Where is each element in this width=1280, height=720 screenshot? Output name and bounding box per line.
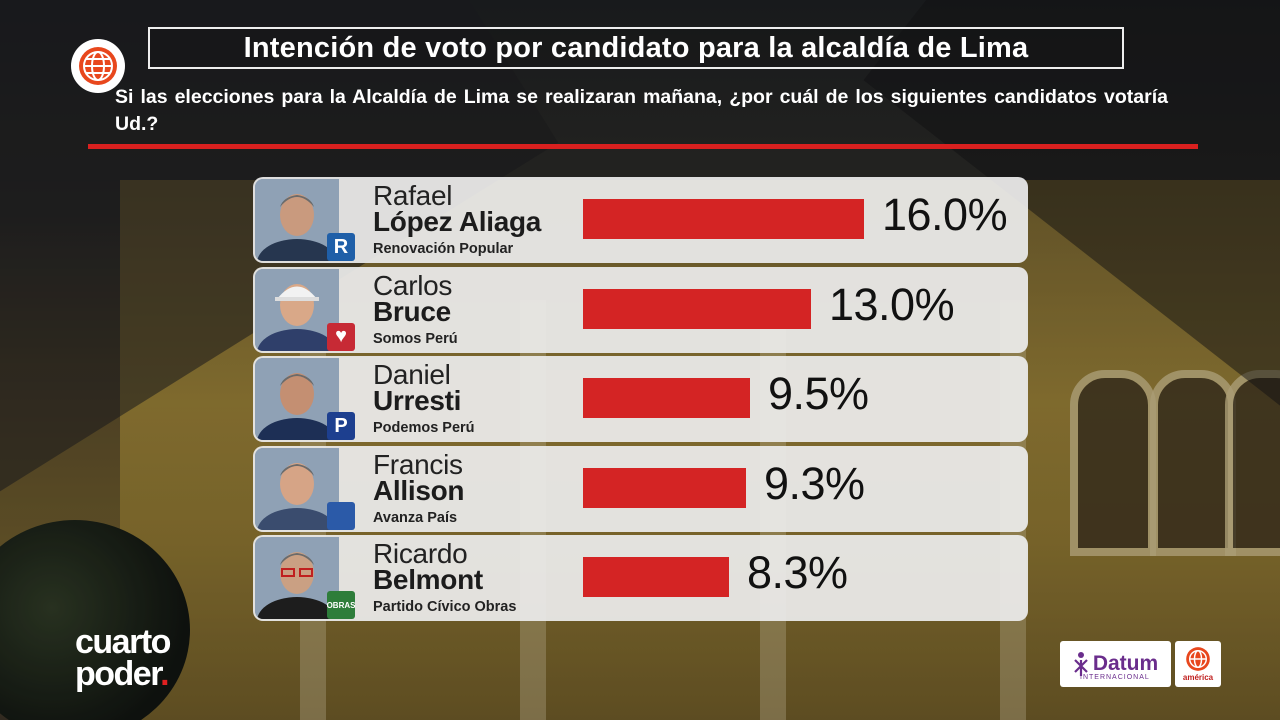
party-logo: P xyxy=(327,412,355,440)
party-name: Partido Cívico Obras xyxy=(373,599,517,615)
party-logo: ♥ xyxy=(327,322,355,351)
candidate-photo xyxy=(255,358,339,440)
chart-title: Intención de voto por candidato para la … xyxy=(243,31,1029,64)
candidate-last-name: Allison xyxy=(373,474,465,506)
candidate-photo xyxy=(255,447,339,530)
candidate-last-name: Belmont xyxy=(373,564,483,595)
candidate-row: OBRAS Ricardo Belmont Partido Cívico Obr… xyxy=(253,535,1028,621)
candidate-first-name: Ricardo xyxy=(373,538,468,569)
candidate-row: ♥ Carlos Bruce Somos Perú 13.0% xyxy=(253,266,1028,353)
globe-icon xyxy=(1186,647,1210,671)
vote-bar xyxy=(583,557,729,597)
candidate-row: P Daniel Urresti Podemos Perú 9.5% xyxy=(253,356,1028,442)
candidate-first-name: Rafael xyxy=(373,180,453,211)
datum-logo: Datum INTERNACIONAL xyxy=(1060,641,1171,687)
america-label: américa xyxy=(1182,673,1214,682)
candidate-row: Francis Allison Avanza País 9.3% xyxy=(253,445,1028,532)
america-globe-logo xyxy=(71,39,125,93)
candidate-photo xyxy=(255,537,339,619)
red-divider xyxy=(88,144,1198,149)
party-name: Somos Perú xyxy=(373,330,458,347)
party-name: Avanza País xyxy=(373,509,458,526)
cuarto-poder-logo: cuarto poder. xyxy=(75,623,171,693)
vote-bar xyxy=(583,199,864,239)
vote-value-label: 9.5% xyxy=(768,368,869,419)
party-name: Renovación Popular xyxy=(373,241,514,257)
cuarto-poder-line1: cuarto xyxy=(75,623,171,661)
party-logo xyxy=(327,501,355,530)
vote-value-label: 8.3% xyxy=(747,547,848,598)
vote-bar xyxy=(583,378,750,418)
cuarto-poder-word: poder xyxy=(75,655,162,693)
survey-question: Si las elecciones para la Alcaldía de Li… xyxy=(115,86,1168,135)
vote-bar xyxy=(583,288,811,329)
candidate-photo xyxy=(255,179,339,261)
candidate-row: R Rafael López Aliaga Renovación Popular… xyxy=(253,177,1028,263)
globe-icon xyxy=(79,47,117,85)
datum-sub: INTERNACIONAL xyxy=(1080,674,1150,681)
chart-title-box: Intención de voto por candidato para la … xyxy=(148,27,1124,69)
datum-label: Datum xyxy=(1092,652,1159,675)
vote-value-label: 9.3% xyxy=(764,457,865,509)
cuarto-poder-line2: poder. xyxy=(75,655,170,693)
candidate-last-name: López Aliaga xyxy=(373,206,542,237)
datum-figure-icon xyxy=(1074,652,1088,676)
candidate-first-name: Daniel xyxy=(373,359,451,390)
candidate-first-name: Carlos xyxy=(373,269,453,301)
vote-value-label: 13.0% xyxy=(829,278,955,330)
vote-bar xyxy=(583,467,746,508)
party-name: Podemos Perú xyxy=(373,420,475,436)
candidate-photo xyxy=(255,268,339,351)
candidate-last-name: Bruce xyxy=(373,295,451,327)
candidate-first-name: Francis xyxy=(373,448,463,480)
candidate-last-name: Urresti xyxy=(373,385,462,416)
party-logo: R xyxy=(327,233,355,261)
party-logo: OBRAS xyxy=(327,591,355,619)
america-logo: américa xyxy=(1175,641,1221,687)
vote-value-label: 16.0% xyxy=(882,189,1008,240)
